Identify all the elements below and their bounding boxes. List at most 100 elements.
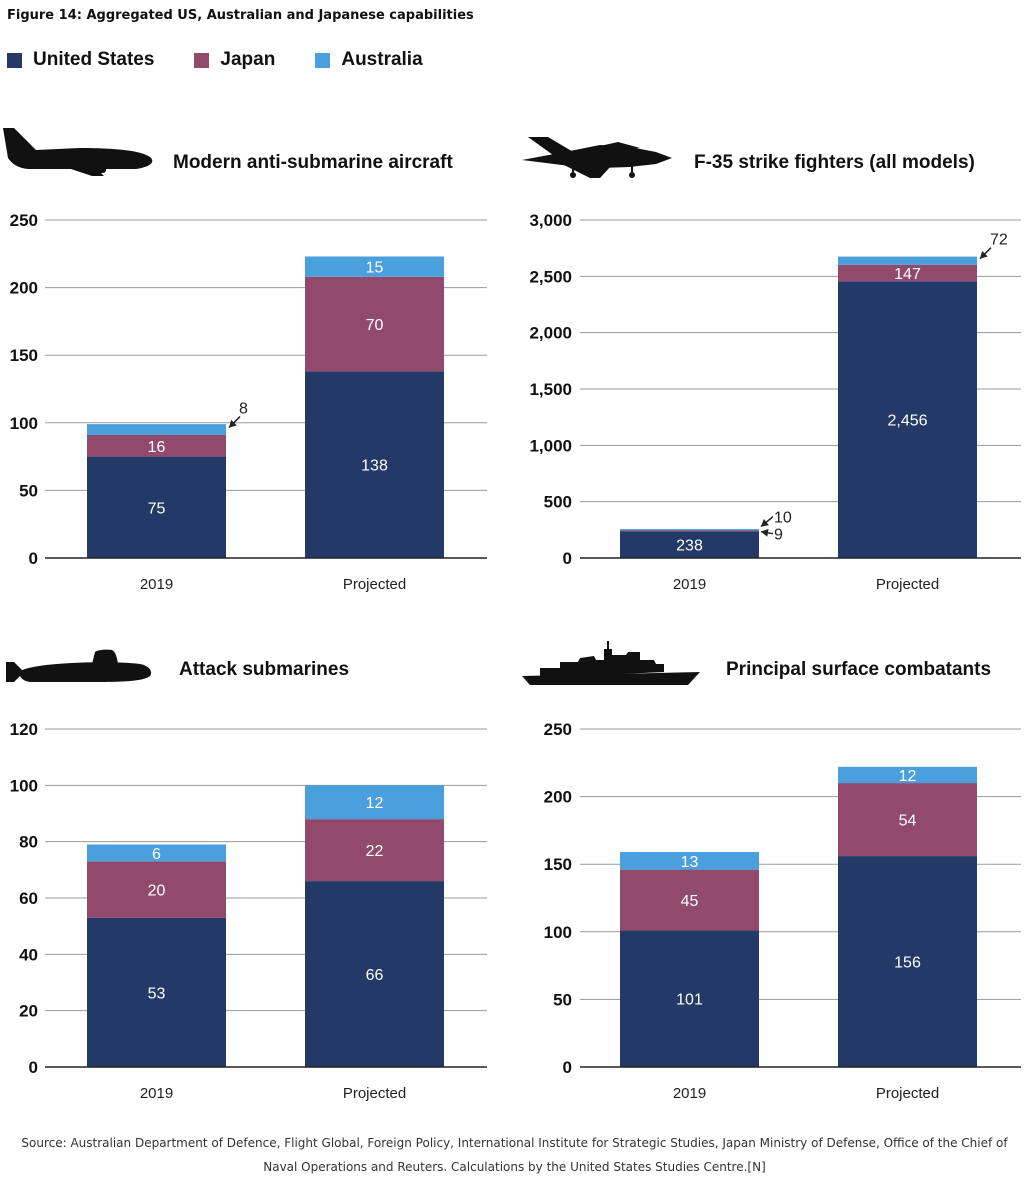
data-label-united-states-projected: 2,456 [887,413,927,430]
y-tick-label: 0 [563,1058,572,1077]
bar-segment-australia-2019 [620,529,759,531]
bar-segment-australia-2019 [620,852,759,870]
data-label-united-states-projected: 66 [366,967,384,984]
callout-label: 8 [239,401,248,418]
data-label-australia-2019: 6 [152,846,161,863]
legend-swatch-australia [315,52,331,68]
callout-australia-projected: 72 [979,232,1008,260]
y-tick-label: 120 [10,720,38,739]
data-label-australia-projected: 12 [899,768,917,785]
y-tick-label: 1,500 [529,380,572,399]
data-label-japan-projected: 70 [366,317,384,334]
data-label-united-states-2019: 238 [676,538,703,555]
bar-segment-australia-projected [305,256,444,277]
bar-segment-australia-projected [838,256,977,265]
data-label-japan-projected: 22 [366,843,384,860]
callout-australia-2019: 8 [228,401,248,429]
bar-segment-australia-projected [305,785,444,820]
bar-segment-united-states-2019 [87,917,226,1067]
maritime-patrol-aircraft-icon [3,128,153,176]
legend-item-united-states: United States [7,49,154,71]
y-tick-label: 50 [553,990,572,1009]
y-tick-label: 250 [10,211,38,230]
y-tick-label: 2,500 [529,267,572,286]
data-label-japan-projected: 54 [899,813,917,830]
legend-item-japan: Japan [194,49,275,71]
data-label-united-states-projected: 156 [894,955,921,972]
y-tick-label: 150 [10,346,38,365]
data-label-australia-2019: 13 [681,854,699,871]
bar-segment-united-states-projected [838,281,977,558]
callout-arrow [979,247,992,260]
callout-australia-2019: 10 [760,510,792,528]
legend-swatch-japan [194,52,210,68]
y-tick-label: 50 [19,481,38,500]
y-tick-label: 0 [563,549,572,568]
x-category-label: Projected [343,1085,406,1102]
bar-segment-united-states-2019 [620,531,759,558]
data-label-united-states-2019: 101 [676,992,703,1009]
y-tick-label: 150 [544,855,572,874]
bar-segment-australia-2019 [87,844,226,862]
callout-arrow [760,528,774,537]
data-label-australia-projected: 12 [366,795,384,812]
callout-label: 72 [990,232,1008,249]
warship-icon [522,641,700,685]
legend: United States Japan Australia [7,49,463,71]
y-tick-label: 100 [544,923,572,942]
x-category-label: 2019 [673,576,706,593]
x-category-label: 2019 [140,1085,173,1102]
y-tick-label: 200 [544,788,572,807]
data-label-japan-projected: 147 [894,266,921,283]
bar-segment-japan-projected [838,264,977,282]
bar-segment-japan-projected [305,276,444,372]
callout-japan-2019: 9 [760,527,783,544]
data-label-japan-2019: 16 [148,439,166,456]
y-tick-label: 80 [19,833,38,852]
data-label-japan-2019: 20 [148,883,166,900]
y-tick-label: 500 [544,493,572,512]
callout-arrow [228,416,241,429]
bar-segment-japan-2019 [620,530,759,532]
y-tick-label: 0 [29,1058,38,1077]
x-category-label: 2019 [140,576,173,593]
charts-area: Modern anti-submarine aircraft0501001502… [3,128,1021,1102]
bar-segment-japan-2019 [620,869,759,931]
callout-label: 9 [774,527,783,544]
bar-segment-australia-2019 [87,424,226,435]
fighter-jet-icon [522,137,672,178]
submarine-icon [6,649,152,682]
y-tick-label: 200 [10,279,38,298]
chart-title-f-35-strike-fighters-all-models: F-35 strike fighters (all models) [694,152,975,173]
y-tick-label: 20 [19,1002,38,1021]
figure-title: Figure 14: Aggregated US, Australian and… [7,8,474,23]
y-tick-label: 2,000 [529,324,572,343]
data-label-united-states-2019: 75 [148,500,166,517]
chart-panel-modern-anti-submarine-aircraft: Modern anti-submarine aircraft 0 50 100 150 2… [3,128,487,593]
bar-segment-japan-projected [305,819,444,882]
source-note: Source: Australian Department of Defence… [10,1131,1019,1179]
y-tick-label: 3,000 [529,211,572,230]
data-label-united-states-2019: 53 [148,985,166,1002]
y-tick-label: 40 [19,945,38,964]
bar-segment-australia-projected [838,766,977,784]
x-category-label: 2019 [673,1085,706,1102]
bar-segment-united-states-projected [305,881,444,1067]
legend-label-australia: Australia [341,49,423,70]
y-tick-label: 100 [10,414,38,433]
source-line-2: Naval Operations and Reuters. Calculatio… [263,1160,766,1174]
x-category-label: Projected [876,1085,939,1102]
y-tick-label: 0 [29,549,38,568]
chart-panel-principal-surface-combatants: Principal surface combatants 0 50 100 150 200… [522,641,1021,1102]
y-tick-label: 250 [544,720,572,739]
data-label-united-states-projected: 138 [361,458,388,475]
y-tick-label: 1,000 [529,436,572,455]
chart-panel-attack-submarines: Attack submarines 0 20 40 60 80 100 120 53 20 6 201… [6,649,487,1102]
x-category-label: Projected [876,576,939,593]
chart-title-modern-anti-submarine-aircraft: Modern anti-submarine aircraft [173,152,453,173]
bar-segment-japan-projected [838,783,977,857]
callout-label: 10 [774,510,792,527]
bar-segment-japan-2019 [87,861,226,918]
bar-segment-united-states-2019 [87,456,226,558]
callout-arrow [760,516,774,528]
